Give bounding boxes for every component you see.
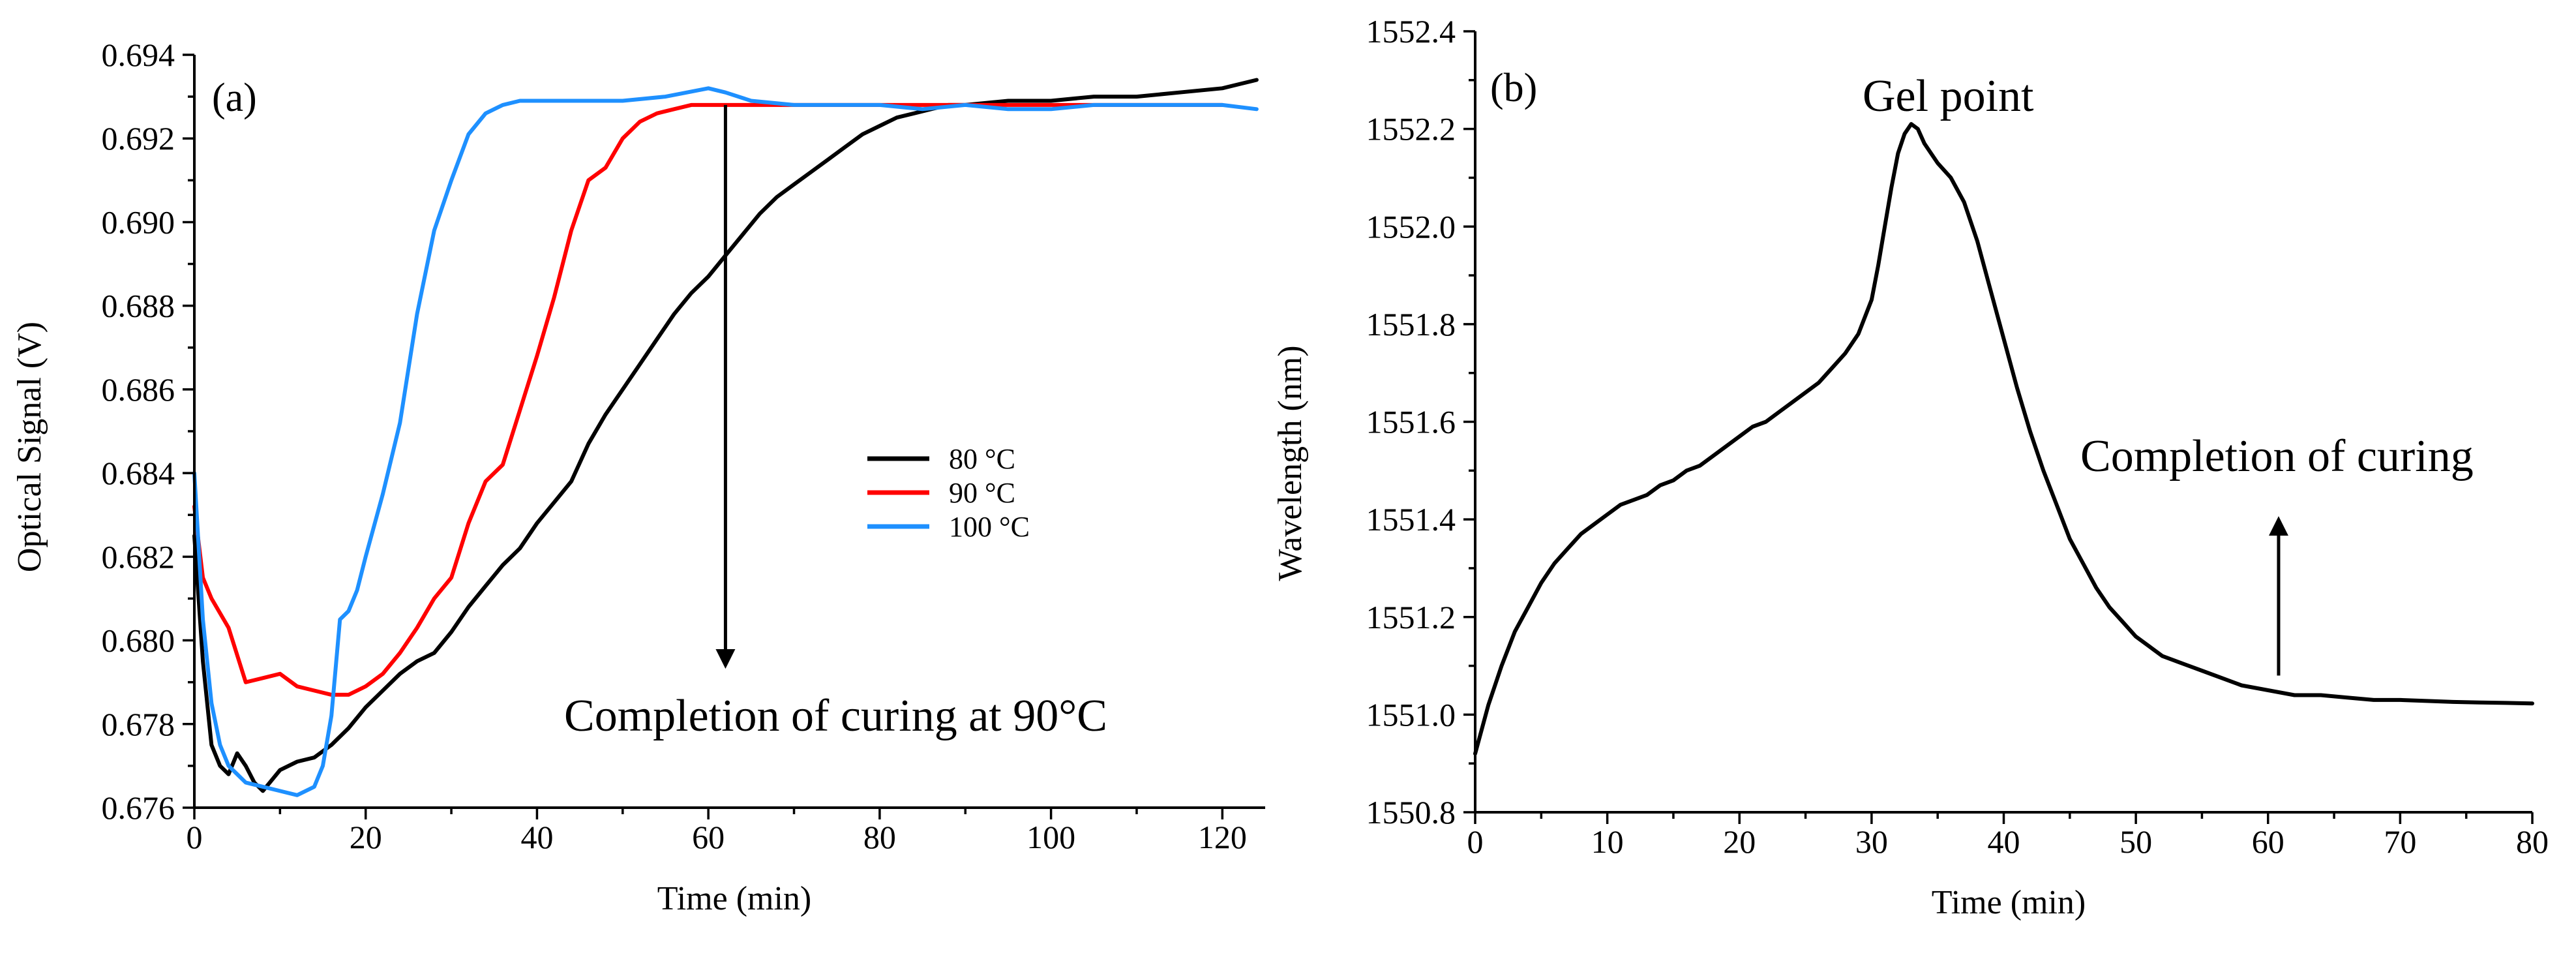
b-x-tick-label: 70 [2384,823,2416,860]
legend-label-80c: 80 °C [949,443,1015,475]
wavelength-chart: 0 10 20 30 40 50 60 70 80 1550.8 1551.0 1551.2 1551.… [1272,13,2549,921]
a-y-tick-label: 0.690 [102,204,175,240]
a-y-tick-label: 0.682 [102,538,175,575]
a-y-tick-label: 0.684 [102,455,175,491]
a-x-tick-label: 80 [863,819,896,855]
a-y-tick-label: 0.692 [102,120,175,157]
legend-label-100c: 100 °C [949,511,1030,543]
axes-a: 0 20 40 60 80 100 120 0.676 0.678 0.680 0.682 0.684… [102,37,1265,855]
b-x-tick-label: 20 [1723,823,1756,860]
y-axis-title-a: Optical Signal (V) [11,322,48,572]
b-y-tick-label: 1551.6 [1366,404,1456,440]
a-y-tick-label: 0.688 [102,288,175,324]
b-y-tick-label: 1550.8 [1366,794,1456,831]
b-y-tick-label: 1552.4 [1366,13,1456,50]
annotation-completion-90c: Completion of curing at 90°C [564,691,1107,741]
a-y-tick-label: 0.686 [102,371,175,408]
a-y-tick-label: 0.694 [102,37,175,73]
legend-a: 80 °C 90 °C 100 °C [867,443,1030,543]
panel-label-b: (b) [1490,66,1537,110]
b-y-tick-label: 1551.4 [1366,501,1456,538]
b-x-tick-label: 0 [1467,823,1484,860]
annotation-completion-curing: Completion of curing [2080,431,2474,481]
b-x-tick-label: 10 [1591,823,1624,860]
a-x-tick-label: 40 [520,819,553,855]
panel-label-a: (a) [212,76,257,120]
optical-signal-chart: 0 20 40 60 80 100 120 0.676 0.678 0.680 0.682 0.684… [11,37,1265,917]
y-axis-title-b: Wavelength (nm) [1272,345,1309,581]
x-axis-title-b: Time (min) [1932,884,2086,921]
a-y-tick-label: 0.680 [102,622,175,659]
a-x-tick-label: 120 [1198,819,1247,855]
a-x-tick-label: 0 [187,819,203,855]
annotation-gel-point: Gel point [1863,71,2034,121]
a-x-tick-label: 20 [350,819,382,855]
a-x-tick-label: 60 [692,819,725,855]
axes-b: 0 10 20 30 40 50 60 70 80 1550.8 1551.0 1551.2 1551.… [1366,13,2549,860]
b-x-tick-label: 60 [2252,823,2284,860]
a-x-tick-label: 100 [1026,819,1075,855]
a-series-line-1 [192,102,1225,697]
a-series-line-2 [192,86,1259,797]
b-x-tick-label: 40 [1988,823,2020,860]
legend-label-90c: 90 °C [949,477,1015,509]
b-series-line-0 [1473,122,2534,756]
b-y-tick-label: 1551.8 [1366,306,1456,343]
a-y-tick-label: 0.676 [102,789,175,826]
series-layer-a [192,78,1259,797]
b-y-tick-label: 1552.0 [1366,208,1456,245]
b-x-tick-label: 50 [2119,823,2152,860]
series-layer-b [1473,122,2534,756]
a-y-tick-label: 0.678 [102,706,175,742]
b-y-tick-label: 1551.0 [1366,696,1456,733]
b-y-tick-label: 1552.2 [1366,111,1456,147]
x-axis-title-a: Time (min) [657,880,811,917]
b-x-tick-label: 80 [2516,823,2549,860]
b-x-tick-label: 30 [1855,823,1888,860]
b-y-tick-label: 1551.2 [1366,599,1456,635]
